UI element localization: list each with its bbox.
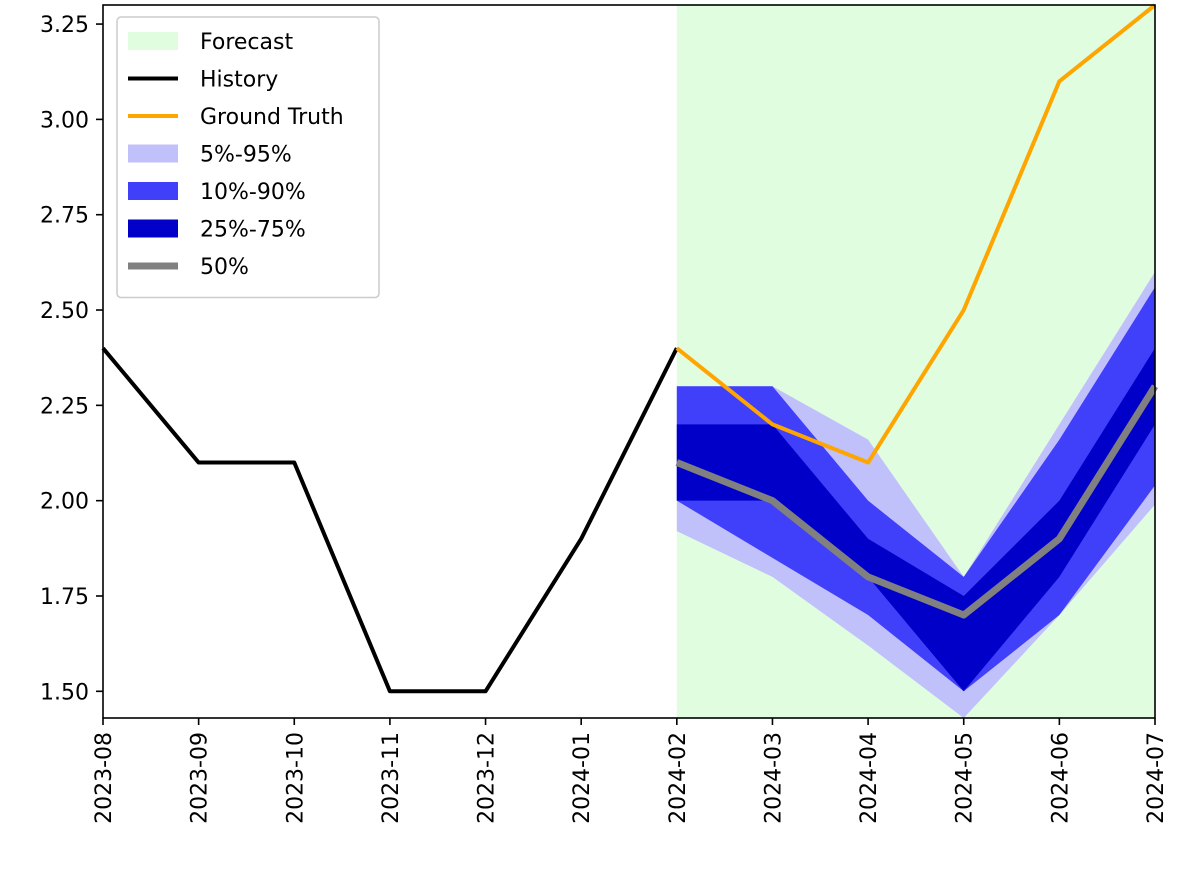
y-tick-label: 2.50	[40, 299, 89, 324]
axes-layer: 1.50 1.75 2.00 2.25 2.50 2.75 3.00 3.25 2023-08 2…	[40, 4, 1169, 824]
y-tick-label: 3.00	[40, 108, 89, 133]
x-tick-label: 2023-09	[188, 732, 213, 824]
x-tick-label: 2024-07	[1144, 732, 1169, 824]
y-tick-label: 3.25	[40, 13, 89, 38]
x-tick-label: 2024-06	[1048, 732, 1073, 824]
y-tick-label: 1.50	[40, 680, 89, 705]
x-tick-label: 2024-02	[666, 732, 691, 824]
plot-frame	[102, 4, 1156, 719]
legend: Forecast History Ground Truth 5%-95% 10%-90%…	[116, 16, 380, 299]
legend-label: 50%	[200, 255, 249, 280]
x-tick-label: 2024-05	[953, 732, 978, 824]
legend-label: 5%-95%	[200, 143, 292, 168]
x-tick-label: 2023-11	[379, 732, 404, 824]
x-tick-label: 2024-03	[761, 732, 786, 824]
median-line	[675, 384, 1158, 619]
y-tick-label: 2.75	[40, 204, 89, 229]
history-line	[101, 346, 679, 694]
legend-swatch	[128, 182, 178, 200]
legend-swatch	[128, 32, 178, 50]
y-tick-label: 2.25	[40, 394, 89, 419]
x-tick-label: 2024-04	[857, 732, 882, 824]
quantile-bands-layer	[676, 271, 1155, 718]
x-tick-label: 2023-12	[475, 732, 500, 824]
legend-box	[116, 16, 380, 299]
legend-label: Forecast	[200, 30, 293, 55]
band-25-75	[676, 348, 1155, 692]
x-tick-label: 2023-10	[283, 732, 308, 824]
legend-label: Ground Truth	[200, 105, 344, 130]
legend-label: 25%-75%	[200, 218, 306, 243]
x-tick-label: 2024-01	[570, 732, 595, 824]
legend-swatch	[128, 219, 178, 238]
ground-truth-line	[675, 3, 1157, 465]
legend-label: 10%-90%	[200, 180, 306, 205]
x-tick-label: 2023-08	[92, 732, 117, 824]
y-tick-label: 2.00	[40, 490, 89, 515]
legend-label: History	[200, 68, 278, 93]
series-lines-layer	[101, 3, 1158, 694]
legend-swatch	[128, 144, 178, 163]
y-tick-label: 1.75	[40, 585, 89, 610]
